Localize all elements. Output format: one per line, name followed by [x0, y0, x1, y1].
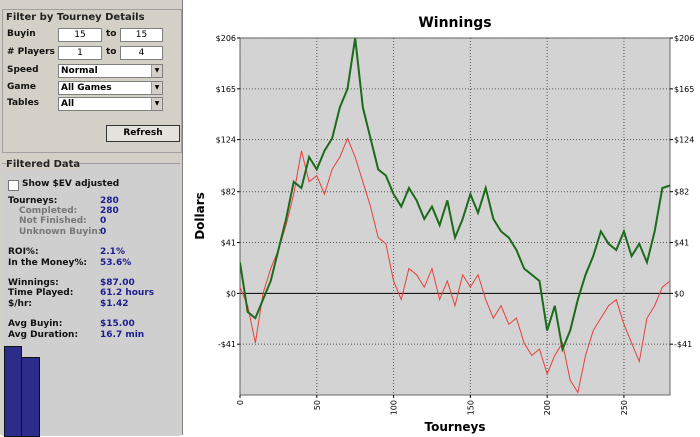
field-label: Buyin [7, 29, 36, 39]
mini-bar [21, 357, 40, 437]
chart: Winnings Dollars Tourneys $206 $206 $165 $1… [184, 0, 700, 435]
series-line [240, 137, 670, 394]
stat-label: Avg Duration: [8, 329, 79, 340]
mini-bar [4, 346, 22, 437]
x-tick-label: 200 [543, 400, 552, 415]
stat-value: $15.00 [100, 319, 135, 330]
stat-label: ROI%: [8, 247, 39, 258]
checkbox[interactable] [8, 180, 19, 191]
group-title: Filter by Tourney Details [6, 12, 145, 23]
stat-value: $87.00 [100, 278, 135, 289]
stat-value: 280 [100, 196, 119, 206]
stat-value: $1.42 [100, 298, 129, 309]
stat-label: In the Money%: [8, 257, 87, 268]
dropdown-arrow[interactable]: ▼ [151, 65, 162, 77]
stat-value: 61.2 hours [100, 288, 155, 299]
stat-label: $/hr: [8, 298, 32, 309]
y-axis-label: Dollars [193, 192, 207, 240]
y-tick-label: $41 [674, 239, 689, 248]
field-label: Speed [7, 65, 39, 75]
checkbox-label[interactable]: Show $EV adjusted [22, 179, 120, 189]
y-tick-label: $0 [674, 289, 684, 298]
x-tick-label: 150 [466, 400, 475, 415]
stat-label: Avg Buyin: [8, 319, 63, 330]
x-tick-label: 100 [390, 400, 399, 415]
stat-value: 0 [100, 226, 107, 237]
text-input[interactable]: 1 [58, 46, 102, 60]
field-label: Game [7, 81, 36, 92]
field-label: Tables [7, 98, 40, 108]
text-input[interactable]: 15 [120, 28, 163, 42]
filter-frame [2, 9, 182, 153]
stat-value: 16.7 min [100, 329, 145, 340]
side-panel: Filter by Tourney Details Refresh Filter… [0, 0, 183, 437]
dropdown[interactable]: Normal ▼ [58, 64, 163, 78]
y-tick-label: $41 [221, 239, 236, 248]
y-tick-label: $165 [674, 85, 694, 94]
y-tick-label: $206 [674, 34, 694, 43]
x-axis-label: Tourneys [425, 420, 486, 434]
y-tick-label: -$41 [674, 340, 692, 349]
dropdown-arrow[interactable]: ▼ [151, 98, 162, 110]
dropdown-arrow[interactable]: ▼ [151, 81, 162, 94]
text-input[interactable]: 4 [120, 46, 163, 60]
y-tick-label: $165 [216, 85, 236, 94]
stat-label: Unknown Buyin: [19, 226, 102, 237]
series-line [240, 38, 670, 353]
stat-value: 53.6% [100, 257, 132, 268]
y-tick-label: $124 [674, 136, 694, 145]
stat-label: Tourneys: [8, 196, 58, 206]
stat-label: Time Played: [8, 288, 74, 299]
x-tick-label: 0 [236, 400, 245, 405]
y-tick-label: -$41 [218, 340, 236, 349]
stat-label: Not Finished: [19, 216, 87, 227]
refresh-button[interactable]: Refresh [106, 125, 180, 142]
x-tick-label: 250 [620, 400, 629, 415]
y-tick-label: $124 [216, 136, 236, 145]
range-to: to [106, 29, 117, 39]
y-tick-label: $0 [226, 289, 236, 298]
stat-value: 280 [100, 206, 119, 217]
stat-value: 2.1% [100, 247, 125, 258]
y-tick-label: $82 [221, 188, 236, 197]
dropdown[interactable]: All ▼ [58, 97, 163, 111]
y-tick-label: $206 [216, 34, 236, 43]
y-tick-label: $82 [674, 188, 689, 197]
stat-label: Winnings: [8, 278, 59, 289]
x-tick-label: 50 [313, 400, 322, 410]
group-title: Filtered Data [6, 159, 81, 170]
plot-area [239, 37, 671, 396]
dropdown[interactable]: All Games ▼ [58, 80, 163, 95]
stat-label: Completed: [19, 206, 78, 217]
stat-value: 0 [100, 216, 107, 227]
field-label: # Players [7, 47, 55, 57]
range-to: to [106, 47, 117, 57]
chart-title: Winnings [418, 15, 491, 31]
text-input[interactable]: 15 [58, 28, 102, 42]
